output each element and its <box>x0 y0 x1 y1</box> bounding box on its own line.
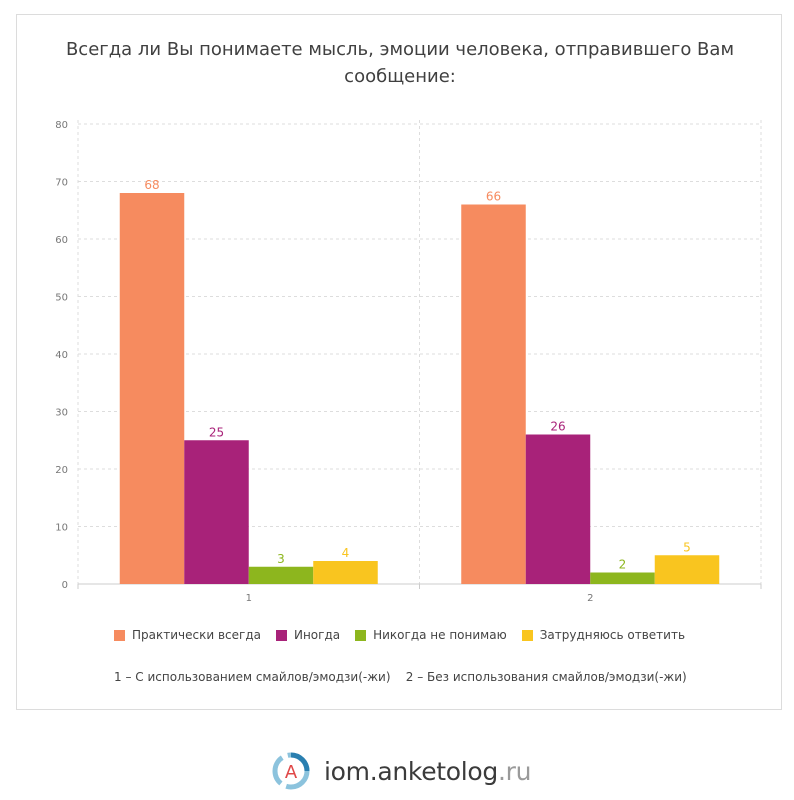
bar <box>654 555 720 584</box>
legend-label: Затрудняюсь ответить <box>539 628 686 642</box>
bar-data-label: 25 <box>209 425 224 439</box>
bar <box>590 572 655 584</box>
y-tick-label: 60 <box>55 235 68 246</box>
y-tick-label: 50 <box>55 293 68 304</box>
legend-label: Иногда <box>293 628 341 642</box>
y-tick-label: 10 <box>55 523 68 534</box>
legend-item[interactable]: Затрудняюсь ответить <box>521 628 686 642</box>
bar <box>248 566 314 584</box>
bar-data-label: 66 <box>486 190 501 204</box>
legend-label: Никогда не понимаю <box>373 628 507 642</box>
bar <box>313 561 378 584</box>
x-tick-label: 2 <box>587 593 593 604</box>
bar <box>119 193 185 584</box>
brand-name-main: iom.anketolog <box>324 756 498 786</box>
bar-data-label: 26 <box>550 420 565 434</box>
legend-item[interactable]: Иногда <box>275 628 341 642</box>
bar <box>525 434 591 584</box>
category-footnote: 1 – С использованием смайлов/эмодзи(-жи)… <box>114 670 687 684</box>
brand-logo[interactable]: A iom.anketolog.ru <box>268 748 531 794</box>
bar <box>184 440 249 584</box>
chart-legend: Практически всегда Иногда Никогда не поним… <box>114 628 685 642</box>
y-tick-label: 80 <box>55 120 68 131</box>
y-tick-label: 30 <box>55 408 68 419</box>
brand-name-tld: .ru <box>497 756 532 786</box>
y-tick-label: 0 <box>62 580 68 591</box>
bar-data-label: 68 <box>144 178 159 192</box>
x-tick-label: 1 <box>246 593 252 604</box>
y-tick-label: 70 <box>55 178 68 189</box>
legend-swatch <box>114 629 125 641</box>
legend-swatch <box>355 629 367 641</box>
bar-data-label: 3 <box>277 552 285 566</box>
bar <box>461 204 526 584</box>
legend-swatch <box>275 629 287 641</box>
legend-label: Практически всегда <box>132 628 261 642</box>
bar-data-label: 4 <box>342 546 350 560</box>
legend-item[interactable]: Практически всегда <box>114 628 261 642</box>
brand-name: iom.anketolog.ru <box>324 757 531 786</box>
logo-letter: A <box>285 762 298 783</box>
y-tick-label: 40 <box>55 350 68 361</box>
legend-swatch <box>521 629 533 641</box>
legend-item[interactable]: Никогда не понимаю <box>355 628 507 642</box>
y-tick-label: 20 <box>55 465 68 476</box>
bar-data-label: 2 <box>619 558 627 572</box>
bar-data-label: 5 <box>683 540 691 554</box>
chart-title: Всегда ли Вы понимаете мысль, эмоции чел… <box>65 39 735 87</box>
anketolog-logo-icon: A <box>272 752 310 790</box>
